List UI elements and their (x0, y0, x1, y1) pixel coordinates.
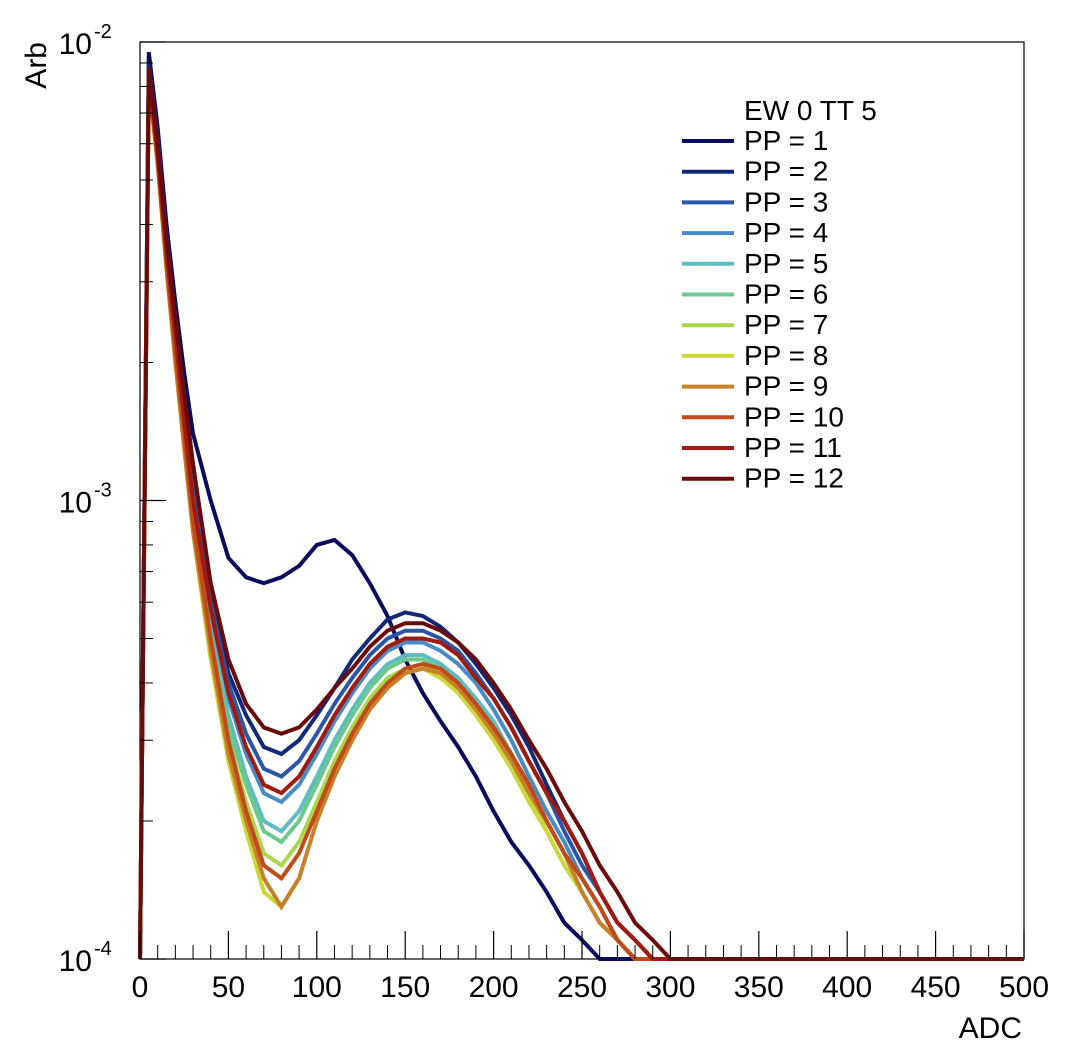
y-tick-label: 10 (59, 28, 92, 61)
legend-entry-label: PP = 10 (744, 401, 844, 432)
x-tick-label: 500 (999, 971, 1049, 1004)
legend-entry-label: PP = 4 (744, 217, 828, 248)
y-axis-label: Arb (20, 42, 53, 89)
x-tick-label: 0 (132, 971, 149, 1004)
x-tick-label: 250 (557, 971, 607, 1004)
legend: EW 0 TT 5 PP = 1PP = 2PP = 3PP = 4PP = 5… (682, 95, 877, 494)
y-tick-exponent: -4 (94, 938, 112, 960)
x-tick-label: 200 (469, 971, 519, 1004)
y-tick-exponent: -2 (94, 21, 112, 43)
axis-layer: 0 50 100 150 200 250 300 350 400 450 50010-410-310… (59, 21, 1049, 1004)
legend-entry-label: PP = 1 (744, 125, 828, 156)
series-line-pp-12 (138, 67, 1024, 961)
x-tick-label: 400 (822, 971, 872, 1004)
x-tick-label: 350 (734, 971, 784, 1004)
legend-entry-label: PP = 3 (744, 186, 828, 217)
legend-entry-label: PP = 5 (744, 248, 828, 279)
y-tick-exponent: -3 (94, 480, 112, 502)
legend-entry-label: PP = 2 (744, 156, 828, 187)
x-tick-label: 50 (212, 971, 245, 1004)
series-layer (138, 51, 1024, 961)
legend-entry-label: PP = 6 (744, 279, 828, 310)
x-tick-label: 450 (911, 971, 961, 1004)
legend-entry-label: PP = 9 (744, 371, 828, 402)
legend-entry-label: PP = 7 (744, 309, 828, 340)
y-tick-label: 10 (59, 945, 92, 978)
plot-frame (139, 41, 1025, 960)
x-axis-label: ADC (959, 1012, 1022, 1045)
x-tick-label: 300 (645, 971, 695, 1004)
legend-entry-label: PP = 11 (744, 432, 842, 463)
legend-title: EW 0 TT 5 (744, 95, 877, 126)
y-tick-label: 10 (59, 487, 92, 520)
x-tick-label: 100 (292, 971, 342, 1004)
legend-entry-label: PP = 12 (744, 463, 844, 494)
legend-entry-label: PP = 8 (744, 340, 828, 371)
x-tick-label: 150 (380, 971, 430, 1004)
